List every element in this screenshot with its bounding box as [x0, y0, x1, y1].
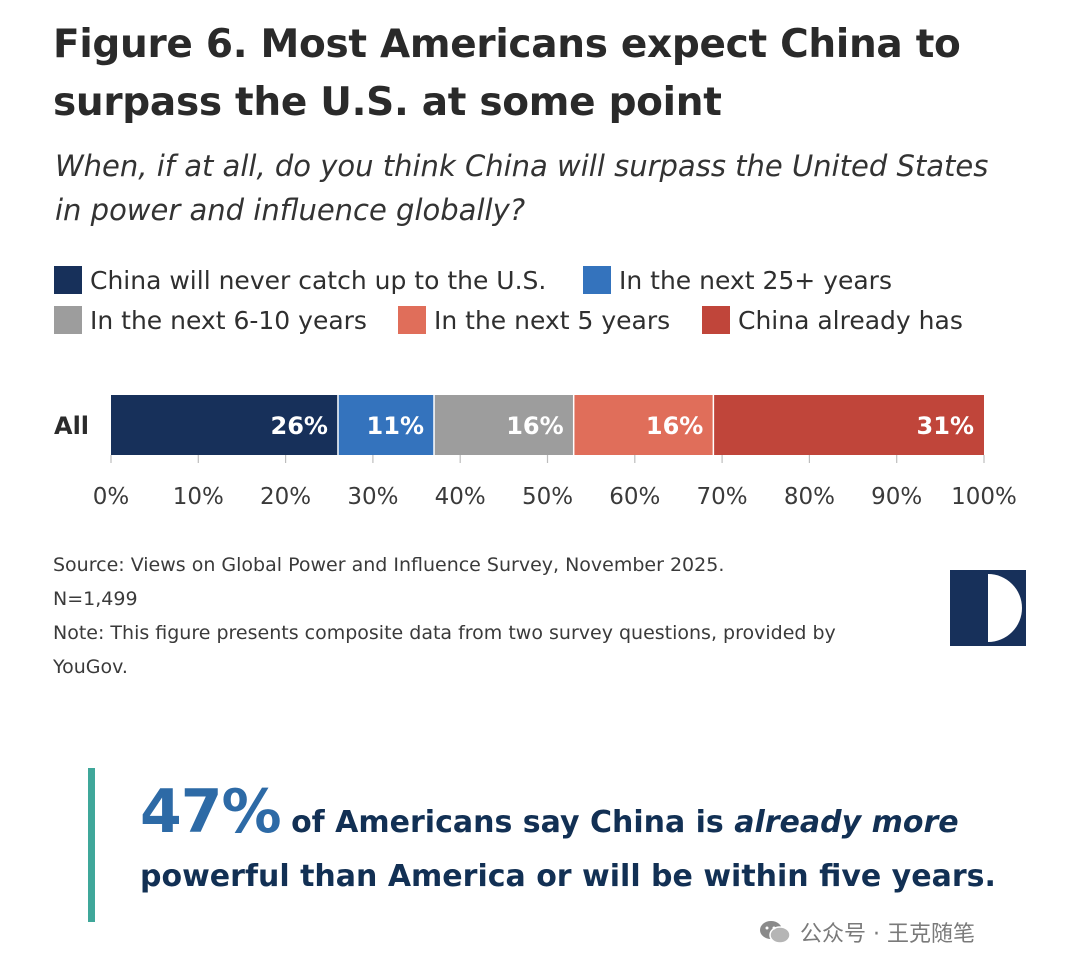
bar-segment-2 [434, 395, 574, 455]
callout-percent: 47% [140, 777, 282, 847]
tick-label-2: 20% [260, 484, 311, 510]
tick-label-0: 0% [93, 484, 130, 510]
legend-item-next5: In the next 5 years [398, 304, 670, 336]
legend-label-never: China will never catch up to the U.S. [90, 265, 547, 295]
tick-label-5: 50% [522, 484, 573, 510]
tick-label-3: 30% [347, 484, 398, 510]
tick-label-7: 70% [697, 484, 748, 510]
wechat-icon [760, 921, 791, 944]
bar-segment-1 [337, 395, 435, 455]
note-line-2: YouGov. [53, 656, 128, 678]
tick-label-1: 10% [173, 484, 224, 510]
half-circle-logo-icon [950, 570, 1026, 646]
callout-emphasis: already more [734, 805, 959, 840]
legend-label-next6-10: In the next 6-10 years [90, 305, 367, 335]
legend-swatch-already [702, 306, 730, 334]
watermark: 公众号 · 王克随笔 [758, 912, 975, 952]
legend-item-already: China already has [702, 304, 963, 336]
title-line-1: Figure 6. Most Americans expect China to [53, 22, 961, 67]
legend-item-next25: In the next 25+ years [583, 264, 892, 296]
legend-swatch-never [54, 266, 82, 294]
data-label-3: 16% [646, 412, 703, 440]
legend-swatch-next25 [583, 266, 611, 294]
data-label-4: 31% [917, 412, 974, 440]
figure-title: Figure 6. Most Americans expect China to… [53, 16, 1053, 132]
legend-label-already: China already has [738, 305, 963, 335]
note-line: Note: This figure presents composite dat… [53, 622, 836, 644]
callout-line-1: 47% of Americans say China is already mo… [140, 778, 1040, 857]
callout-line-2: powerful than America or will be within … [140, 859, 996, 894]
callout-quote: 47% of Americans say China is already mo… [140, 778, 1040, 897]
legend-label-next25: In the next 25+ years [619, 265, 892, 295]
tick-label-9: 90% [871, 484, 922, 510]
stacked-bar-chart: All 26% 11% 16% 16% 31% 0% 10% 20% 30% 40% 50% 60% 70… [54, 395, 1017, 510]
data-label-2: 16% [506, 412, 563, 440]
subtitle-line-2: in power and influence globally? [55, 193, 526, 227]
category-label: All [54, 412, 89, 440]
data-label-0: 26% [271, 412, 328, 440]
legend-swatch-next6-10 [54, 306, 82, 334]
tick-label-4: 40% [435, 484, 486, 510]
tick-label-10: 100% [951, 484, 1017, 510]
title-line-2: surpass the U.S. at some point [53, 80, 722, 125]
bar-segment-4 [713, 395, 984, 455]
legend-label-next5: In the next 5 years [434, 305, 671, 335]
data-label-1: 11% [367, 412, 424, 440]
figure-subtitle: When, if at all, do you think China will… [55, 144, 1045, 232]
watermark-text: 公众号 · 王克随笔 [800, 922, 975, 947]
tick-label-8: 80% [784, 484, 835, 510]
legend-item-next6-10: In the next 6-10 years [54, 304, 367, 336]
callout-accent-bar [88, 768, 95, 922]
sample-size: N=1,499 [53, 588, 138, 610]
tick-label-6: 60% [609, 484, 660, 510]
callout-text-1: of Americans say China is [280, 805, 735, 840]
bar-segment-3 [573, 395, 714, 455]
legend-item-never: China will never catch up to the U.S. [54, 264, 546, 296]
source-line: Source: Views on Global Power and Influe… [53, 554, 725, 576]
subtitle-line-1: When, if at all, do you think China will… [55, 149, 989, 183]
source-notes: Source: Views on Global Power and Influe… [53, 548, 913, 684]
bar-segment-0 [111, 395, 338, 455]
legend-swatch-next5 [398, 306, 426, 334]
